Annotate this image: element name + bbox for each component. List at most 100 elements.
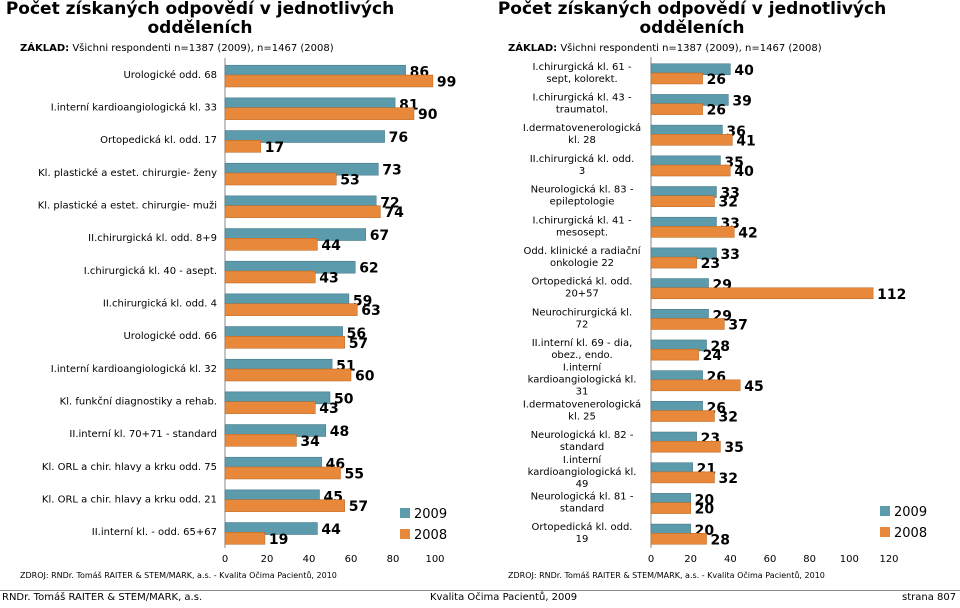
right-data-label-2009: 20 [695,492,715,508]
left-category-label: Kl. plastické a estet. chirurgie- muži [38,200,217,212]
left-data-label-2008: 17 [265,140,284,156]
left-bar-2008 [224,140,261,153]
right-data-label-2008: 28 [711,532,730,548]
right-category-label: Neurologická kl. 81 - [531,490,634,502]
left-bar-2008 [224,499,345,512]
right-category-label: 19 [576,534,589,545]
left-bar-2008 [224,205,381,218]
right-x-tick-label: 120 [879,554,898,565]
left-legend-label-2009: 2009 [414,507,447,522]
right-base-text: Všichni respondenti n=1387 (2009), n=146… [557,43,822,54]
left-bar-2008 [224,466,341,480]
left-data-label-2008: 63 [361,303,380,319]
right-category-label: kl. 25 [568,411,596,422]
right-base-label: ZÁKLAD: [508,43,558,54]
left-x-tick-label: 100 [425,554,444,565]
left-data-label-2009: 62 [359,261,378,277]
right-category-label: standard [560,503,604,514]
right-category-label: II.chirurgická kl. odd. [530,153,635,165]
right-data-label-2008: 26 [707,72,726,88]
footer-divider [0,590,960,591]
right-category-label: I.interní [563,362,603,374]
right-bar-2008 [650,440,721,453]
right-data-label-2008: 35 [724,440,743,456]
left-bar-2008 [224,532,266,545]
left-category-label: I.interní kardioangiologická kl. 32 [51,363,217,375]
right-category-label: kardioangiologická kl. [528,466,637,478]
right-bar-2008 [650,164,731,177]
left-bar-2008 [224,401,316,414]
right-data-label-2009: 33 [720,186,739,202]
left-bar-2009 [224,522,318,535]
left-data-label-2008: 43 [319,401,338,417]
right-category-label: mesosept. [556,227,608,238]
left-data-label-2009: 48 [330,424,349,440]
right-data-label-2008: 23 [701,256,720,272]
left-data-label-2008: 90 [418,107,438,123]
right-bar-2008 [650,72,703,85]
footer-right-text: strana 807 [902,592,957,603]
right-data-label-2008: 112 [877,287,906,303]
left-data-label-2008: 44 [321,238,341,254]
left-x-tick-label: 60 [345,554,358,565]
left-x-tick-label: 20 [261,554,274,565]
right-data-label-2009: 33 [720,247,739,263]
right-data-label-2009: 28 [711,339,730,355]
right-bar-2008 [650,256,697,269]
right-category-label: epileptologie [550,197,615,208]
left-x-tick-label: 0 [222,554,228,565]
left-category-label: Kl. ORL a chir. hlavy a krku odd. 75 [42,462,217,473]
right-data-label-2008: 32 [718,410,737,426]
right-category-label: II.interní kl. 69 - dia, [532,337,633,349]
right-bar-2008 [650,502,691,514]
right-category-label: Neurologická kl. 83 - [531,184,634,196]
left-data-label-2008: 53 [340,172,359,188]
right-category-label: 49 [576,479,589,490]
right-bar-2008 [650,348,699,361]
right-data-label-2008: 42 [738,225,757,241]
left-data-label-2008: 19 [269,532,288,548]
footer-left-text: RNDr. Tomáš RAITER & STEM/MARK, a.s. [2,592,203,603]
left-category-label: Urologické odd. 66 [123,330,217,342]
right-bar-chart: 40 26 I.chirurgická kl. 61 -sept, kolorekt… [523,57,927,565]
left-category-label: Urologické odd. 68 [123,69,217,81]
left-base-label: ZÁKLAD: [20,43,70,54]
right-category-label: I.dermatovenerologická [523,122,641,134]
right-bar-2008 [650,103,703,115]
left-chart-title: Počet získaných odpovědí v jednotlivých … [5,0,395,38]
right-category-label: 20+57 [565,289,599,300]
right-category-label: I.dermatovenerologická [523,398,641,410]
right-x-tick-label: 0 [648,554,654,565]
right-data-label-2009: 39 [732,93,751,109]
right-data-label-2008: 32 [718,195,737,211]
left-source-note: ZDROJ: RNDr. Tomáš RAITER & STEM/MARK, a… [20,571,337,580]
right-base-note: ZÁKLAD: Všichni respondenti n=1387 (2009… [508,43,822,54]
right-category-label: I.chirurgická kl. 41 - [532,214,632,226]
left-category-label: II.interní kl. 70+71 - standard [69,428,217,440]
right-category-label: kardioangiologická kl. [528,374,637,386]
left-data-label-2008: 74 [384,205,404,221]
left-data-label-2009: 44 [321,522,341,538]
right-bar-2008 [650,134,733,146]
right-category-label: standard [560,442,604,453]
right-x-tick-label: 100 [840,554,859,565]
right-bar-2008 [650,471,715,484]
left-data-label-2008: 57 [349,499,368,515]
right-data-label-2008: 37 [728,317,747,333]
right-bar-2008 [650,287,874,300]
left-category-label: Kl. funkční diagnostiky a rehab. [60,396,217,408]
right-category-label: Neurochirurgická kl. [532,306,632,318]
right-x-tick-label: 60 [764,554,777,565]
right-bar-2008 [650,195,715,207]
left-data-label-2008: 57 [349,336,368,352]
left-x-tick-label: 80 [387,554,400,565]
left-bar-2008 [224,74,434,88]
left-category-label: Kl. ORL a chir. hlavy a krku odd. 21 [42,495,217,506]
right-data-label-2009: 40 [734,63,754,79]
left-category-label: I.chirurgická kl. 40 - asept. [84,265,217,277]
right-legend-label-2009: 2009 [894,505,927,520]
right-data-label-2008: 26 [707,103,726,119]
right-category-label: I.chirurgická kl. 61 - [532,61,632,73]
right-category-label: 31 [576,387,589,398]
